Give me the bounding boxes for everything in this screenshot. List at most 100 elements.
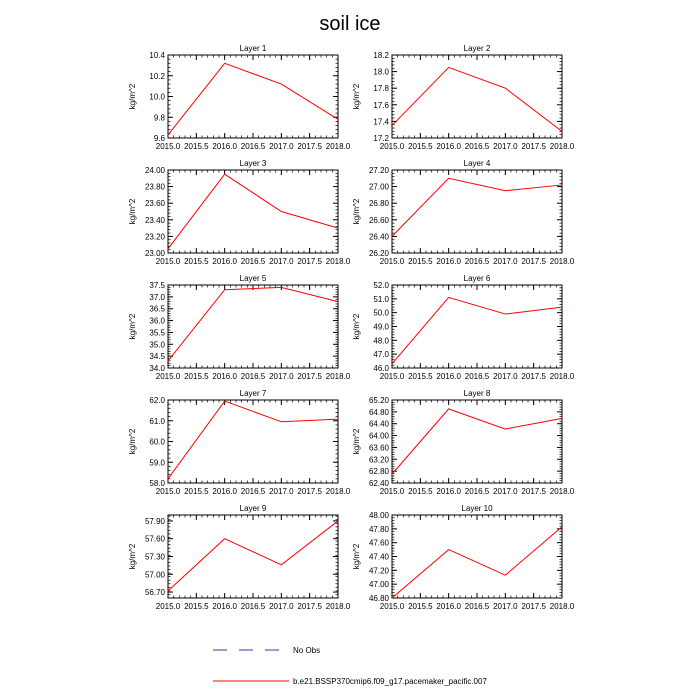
- x-tick-label: 2018.0: [326, 487, 351, 496]
- x-tick-label: 2017.0: [493, 602, 518, 611]
- figure-title: soil ice: [319, 13, 380, 35]
- y-axis-label: kg/m^2: [352, 428, 361, 454]
- y-tick-label: 46.0: [373, 364, 389, 373]
- y-tick-label: 62.0: [149, 396, 165, 405]
- series-line: [167, 520, 339, 592]
- x-tick-label: 2017.5: [297, 257, 322, 266]
- x-tick-label: 2018.0: [550, 257, 575, 266]
- panel-title: Layer 10: [461, 504, 493, 513]
- x-tick-label: 2017.5: [521, 372, 546, 381]
- y-tick-label: 17.4: [373, 117, 389, 126]
- y-axis-label: kg/m^2: [128, 83, 137, 109]
- x-tick-label: 2018.0: [550, 372, 575, 381]
- x-tick-label: 2017.0: [269, 602, 294, 611]
- y-axis-label: kg/m^2: [352, 313, 361, 339]
- x-tick-label: 2015.5: [408, 487, 433, 496]
- x-tick-label: 2018.0: [326, 602, 351, 611]
- y-tick-label: 23.00: [145, 249, 166, 258]
- plot-frame: [167, 54, 339, 139]
- series-line: [391, 296, 563, 365]
- y-tick-label: 36.5: [149, 305, 165, 314]
- x-tick-label: 2017.0: [493, 142, 518, 151]
- x-tick-label: 2015.0: [156, 142, 181, 151]
- x-tick-label: 2016.0: [212, 487, 237, 496]
- x-tick-label: 2017.5: [521, 142, 546, 151]
- y-tick-label: 57.30: [145, 553, 166, 562]
- y-tick-label: 23.20: [145, 232, 166, 241]
- panel-title: Layer 8: [464, 389, 491, 398]
- series-line: [167, 286, 339, 362]
- y-tick-label: 23.60: [145, 199, 166, 208]
- y-tick-label: 24.00: [145, 166, 166, 175]
- y-tick-label: 60.0: [149, 438, 165, 447]
- x-tick-label: 2017.5: [521, 602, 546, 611]
- y-tick-label: 23.80: [145, 183, 166, 192]
- panel-title: Layer 1: [240, 44, 267, 53]
- y-tick-label: 10.2: [149, 72, 165, 81]
- y-tick-label: 26.40: [369, 232, 390, 241]
- x-tick-label: 2015.0: [380, 257, 405, 266]
- y-tick-label: 34.5: [149, 352, 165, 361]
- y-tick-label: 34.0: [149, 364, 165, 373]
- x-tick-label: 2016.5: [241, 142, 266, 151]
- y-tick-label: 57.90: [145, 517, 166, 526]
- plot-frame: [391, 169, 563, 254]
- y-tick-label: 65.20: [369, 396, 390, 405]
- x-tick-label: 2015.0: [380, 142, 405, 151]
- y-axis-label: kg/m^2: [352, 543, 361, 569]
- y-tick-label: 56.70: [145, 588, 166, 597]
- x-tick-label: 2016.5: [465, 257, 490, 266]
- plot-frame: [391, 54, 563, 139]
- y-tick-label: 10.0: [149, 93, 165, 102]
- panel-title: Layer 5: [240, 274, 267, 283]
- y-tick-label: 62.40: [369, 479, 390, 488]
- plot-frame: [167, 169, 339, 254]
- series-line: [391, 66, 563, 132]
- x-tick-label: 2016.0: [436, 142, 461, 151]
- legend-label-run: b.e21.BSSP370cmip6.f09_g17.pacemaker_pac…: [293, 677, 487, 686]
- x-tick-label: 2018.0: [326, 142, 351, 151]
- y-tick-label: 35.5: [149, 328, 165, 337]
- y-tick-label: 27.00: [369, 183, 390, 192]
- y-axis-label: kg/m^2: [352, 83, 361, 109]
- plot-frame: [167, 514, 339, 599]
- x-tick-label: 2017.0: [269, 372, 294, 381]
- plot-frame: [167, 399, 339, 484]
- x-tick-label: 2016.0: [436, 257, 461, 266]
- y-tick-label: 61.0: [149, 417, 165, 426]
- y-axis-label: kg/m^2: [128, 198, 137, 224]
- y-tick-label: 51.0: [373, 295, 389, 304]
- y-tick-label: 26.20: [369, 249, 390, 258]
- x-tick-label: 2015.0: [380, 602, 405, 611]
- x-tick-label: 2015.0: [380, 372, 405, 381]
- y-tick-label: 64.80: [369, 408, 390, 417]
- plot-frame: [167, 284, 339, 369]
- plot-frame: [391, 514, 563, 599]
- x-tick-label: 2015.0: [156, 487, 181, 496]
- x-tick-label: 2017.0: [269, 142, 294, 151]
- panel-title: Layer 7: [240, 389, 267, 398]
- x-tick-label: 2018.0: [550, 602, 575, 611]
- series-line: [167, 400, 339, 480]
- y-tick-label: 57.00: [145, 570, 166, 579]
- x-tick-label: 2016.5: [465, 142, 490, 151]
- y-axis-label: kg/m^2: [352, 198, 361, 224]
- x-tick-label: 2016.0: [436, 487, 461, 496]
- x-tick-label: 2016.5: [241, 602, 266, 611]
- x-tick-label: 2016.5: [241, 372, 266, 381]
- x-tick-label: 2017.0: [269, 487, 294, 496]
- x-tick-label: 2017.0: [493, 372, 518, 381]
- y-tick-label: 47.60: [369, 539, 390, 548]
- x-tick-label: 2016.0: [212, 257, 237, 266]
- x-tick-label: 2016.0: [212, 602, 237, 611]
- x-tick-label: 2015.0: [156, 602, 181, 611]
- y-tick-label: 36.0: [149, 317, 165, 326]
- panel-title: Layer 2: [464, 44, 491, 53]
- y-tick-label: 48.0: [373, 336, 389, 345]
- y-tick-label: 49.0: [373, 323, 389, 332]
